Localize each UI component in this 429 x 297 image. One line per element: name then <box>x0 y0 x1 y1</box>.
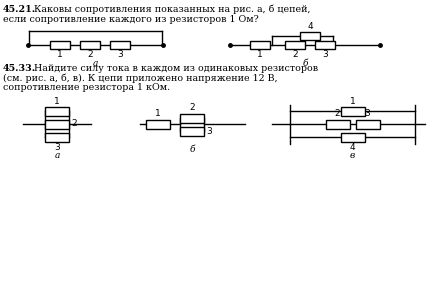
Text: 4: 4 <box>307 22 313 31</box>
Bar <box>146 119 170 129</box>
Bar <box>45 119 69 129</box>
Bar <box>341 132 365 141</box>
Bar <box>250 41 270 49</box>
Text: а: а <box>93 59 98 68</box>
Text: 3: 3 <box>365 110 370 119</box>
Text: б: б <box>302 59 308 68</box>
Text: 45.21.: 45.21. <box>3 5 36 14</box>
Bar <box>315 41 335 49</box>
Text: 1: 1 <box>57 50 63 59</box>
Bar <box>180 113 204 122</box>
Text: 2: 2 <box>189 103 195 113</box>
Bar <box>50 41 70 49</box>
Bar <box>285 41 305 49</box>
Text: 3: 3 <box>54 143 60 151</box>
Text: 3: 3 <box>206 127 212 135</box>
Bar <box>80 41 100 49</box>
Text: (см. рис. а, б, в). К цепи приложено напряжение 12 В,: (см. рис. а, б, в). К цепи приложено нап… <box>3 73 278 83</box>
Text: если сопротивление каждого из резисторов 1 Ом?: если сопротивление каждого из резисторов… <box>3 15 259 23</box>
Text: 45.33.: 45.33. <box>3 64 36 73</box>
Text: Найдите силу тока в каждом из одинаковых резисторов: Найдите силу тока в каждом из одинаковых… <box>34 64 318 73</box>
Text: 2: 2 <box>87 50 93 59</box>
Text: 3: 3 <box>322 50 328 59</box>
Text: 1: 1 <box>350 97 355 105</box>
Bar <box>45 132 69 141</box>
Text: в: в <box>350 151 355 160</box>
Text: 1: 1 <box>257 50 263 59</box>
Text: 2: 2 <box>71 119 77 129</box>
Bar <box>110 41 130 49</box>
Text: 4: 4 <box>350 143 355 151</box>
Text: сопротивление резистора 1 кОм.: сопротивление резистора 1 кОм. <box>3 83 170 92</box>
Text: 3: 3 <box>117 50 123 59</box>
Bar <box>300 32 320 40</box>
Text: б: б <box>190 145 195 154</box>
Text: 2: 2 <box>335 110 340 119</box>
Bar <box>180 127 204 135</box>
Bar <box>341 107 365 116</box>
Bar <box>356 119 380 129</box>
Text: Каковы сопротивления показанных на рис. а, б цепей,: Каковы сопротивления показанных на рис. … <box>34 5 311 15</box>
Text: а: а <box>54 151 60 160</box>
Bar <box>45 107 69 116</box>
Bar <box>326 119 350 129</box>
Text: 2: 2 <box>292 50 298 59</box>
Text: 1: 1 <box>155 110 161 119</box>
Text: 1: 1 <box>54 97 60 105</box>
